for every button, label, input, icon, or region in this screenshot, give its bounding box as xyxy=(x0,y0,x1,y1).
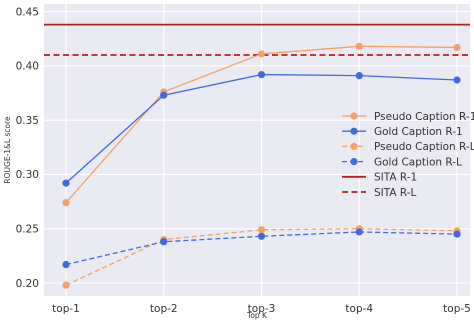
plot-background xyxy=(44,4,470,296)
x-axis-label: Top K xyxy=(246,311,268,320)
data-point-pseudo-caption-r-1 xyxy=(257,50,266,58)
legend-label: Pseudo Caption R-1 xyxy=(374,111,474,123)
legend-item-pseudo-caption-r-1: Pseudo Caption R-1 xyxy=(342,111,474,123)
data-point-pseudo-caption-r-1 xyxy=(453,43,461,52)
legend-item-pseudo-caption-r-l: Pseudo Caption R-L xyxy=(342,141,474,153)
series-line-gold-caption-r-l xyxy=(65,231,458,266)
data-point-gold-caption-r-l xyxy=(257,232,266,240)
legend-label: SITA R-1 xyxy=(374,172,417,184)
series-line-pseudo-caption-r-l xyxy=(65,228,458,286)
y-tick-label: 0.35 xyxy=(16,115,39,127)
legend-label: Gold Caption R-L xyxy=(374,156,462,168)
data-point-gold-caption-r-l xyxy=(160,238,168,246)
x-tick-label: top-5 xyxy=(443,303,471,315)
y-tick-label: 0.40 xyxy=(16,61,39,73)
data-point-gold-caption-r-l xyxy=(62,260,70,269)
legend-item-sita-r-l: SITA R-L xyxy=(342,187,417,199)
legend: Pseudo Caption R-1 Gold Caption R-1 Pseudo… xyxy=(342,111,474,199)
data-point-gold-caption-r-1 xyxy=(257,70,266,79)
data-point-gold-caption-r-1 xyxy=(453,76,461,84)
legend-item-gold-caption-r-1: Gold Caption R-1 xyxy=(342,126,463,138)
x-tick-labels: top-1 top-2 top-3 top-4 top-5 xyxy=(52,303,471,315)
x-tick-label: top-3 xyxy=(248,303,276,315)
x-tick-label: top-4 xyxy=(345,303,373,315)
data-point-pseudo-caption-r-1 xyxy=(62,199,70,207)
legend-item-sita-r-1: SITA R-1 xyxy=(342,172,417,184)
legend-marker-gold-caption-r-1 xyxy=(350,127,358,135)
y-tick-label: 0.45 xyxy=(16,6,39,18)
legend-label: Pseudo Caption R-L xyxy=(374,141,474,153)
data-point-pseudo-caption-r-1 xyxy=(355,42,363,50)
y-tick-labels: 0.20 0.25 0.30 0.35 0.40 0.45 xyxy=(16,6,39,289)
x-tick-label: top-1 xyxy=(52,303,80,315)
data-point-pseudo-caption-r-l xyxy=(257,226,266,234)
data-point-gold-caption-r-1 xyxy=(355,72,363,80)
y-tick-label: 0.20 xyxy=(16,278,39,290)
data-point-gold-caption-r-1 xyxy=(160,91,168,99)
data-point-gold-caption-r-1 xyxy=(62,179,70,187)
y-tick-label: 0.30 xyxy=(16,169,39,181)
legend-label: Gold Caption R-1 xyxy=(374,126,463,138)
legend-label: SITA R-L xyxy=(374,187,417,199)
y-axis-label: ROUGE-1&L score xyxy=(3,116,12,184)
legend-item-gold-caption-r-l: Gold Caption R-L xyxy=(342,156,462,168)
legend-marker-pseudo-caption-r-l xyxy=(350,142,358,150)
legend-marker-gold-caption-r-l xyxy=(350,158,358,166)
data-point-gold-caption-r-l xyxy=(453,230,461,238)
data-point-gold-caption-r-l xyxy=(355,228,363,236)
y-tick-label: 0.25 xyxy=(16,223,39,235)
x-tick-label: top-2 xyxy=(150,303,178,315)
series-markers xyxy=(62,42,461,289)
legend-marker-pseudo-caption-r-1 xyxy=(350,112,358,120)
data-point-pseudo-caption-r-l xyxy=(62,281,70,289)
